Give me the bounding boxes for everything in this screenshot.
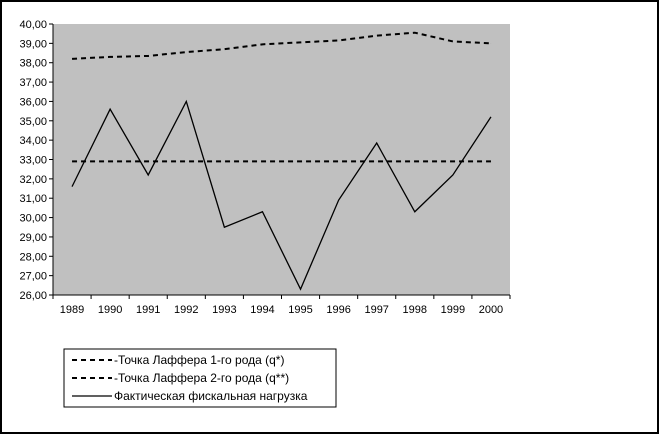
- series-line-2: [71, 31, 492, 60]
- legend-label: -Точка Лаффера 1-го рода (q*): [114, 353, 284, 367]
- x-tick-label: 2000: [479, 304, 503, 316]
- series-line-3: [71, 99, 492, 291]
- y-tick-label: 35,00: [19, 116, 47, 128]
- y-tick-label: 36,00: [19, 96, 47, 108]
- y-tick-label: 38,00: [19, 58, 47, 70]
- y-tick-label: 30,00: [19, 213, 47, 225]
- y-tick-label: 34,00: [19, 135, 47, 147]
- axes: 26,00 27,00 28,00 29,00 30,00 31,00 32,00 33,00…: [19, 19, 511, 316]
- y-tick-label: 31,00: [19, 193, 47, 205]
- x-tick-label: 1997: [364, 304, 388, 316]
- x-tick-label: 1993: [212, 304, 236, 316]
- x-tick-label: 1992: [174, 304, 198, 316]
- y-tick-label: 29,00: [19, 232, 47, 244]
- x-tick-label: 1995: [288, 304, 312, 316]
- x-tick-label: 1996: [326, 304, 350, 316]
- x-tick-label: 1994: [250, 304, 274, 316]
- x-tick-label: 1990: [98, 304, 122, 316]
- legend-label: Фактическая фискальная нагрузка: [114, 389, 308, 403]
- legend-label: -Точка Лаффера 2-го рода (q**): [114, 371, 289, 385]
- x-tick-label: 1989: [60, 304, 84, 316]
- x-tick-label: 1999: [441, 304, 465, 316]
- y-tick-label: 40,00: [19, 19, 47, 31]
- y-tick-label: 28,00: [19, 251, 47, 263]
- y-tick-label: 33,00: [19, 155, 47, 167]
- y-tick-label: 39,00: [19, 38, 47, 50]
- series-lines: [71, 31, 492, 291]
- y-tick-label: 27,00: [19, 271, 47, 283]
- y-tick-label: 26,00: [19, 290, 47, 302]
- legend: -Точка Лаффера 1-го рода (q*) -Точка Лафф…: [63, 348, 337, 408]
- x-tick-label: 1991: [136, 304, 160, 316]
- plot-area: [53, 24, 510, 295]
- x-tick-label: 1998: [403, 304, 427, 316]
- y-tick-label: 37,00: [19, 77, 47, 89]
- y-tick-label: 32,00: [19, 174, 47, 186]
